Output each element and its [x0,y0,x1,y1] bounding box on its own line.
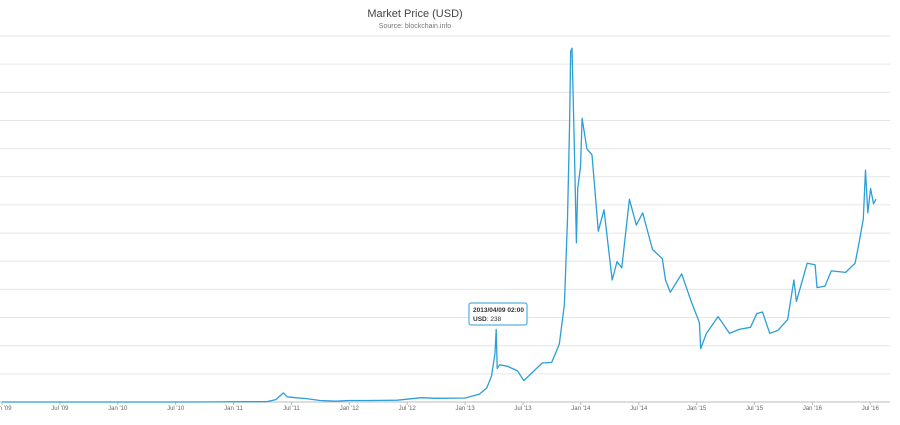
tooltip-series-label: USD [473,316,487,323]
x-tick-label: Jul '09 [51,406,69,412]
tooltip-box [468,302,528,326]
series-line-usd[interactable] [2,47,877,403]
tooltip-value-number: 238 [490,316,501,323]
tooltip-date: 2013/04/09 02:00 [473,307,524,314]
x-tick-label: Jul '12 [399,406,417,412]
x-tick-label: Jan '15 [687,406,707,412]
x-tick-label: Jul '13 [514,406,532,412]
x-tick-label: Jul '10 [167,406,185,412]
x-tick-label: Jul '14 [630,406,648,412]
x-tick-label: Jul '16 [862,406,880,412]
chart-subtitle: Source: blockchain.info [378,23,452,30]
tooltip: 2013/04/09 02:00 USD: 238 [468,302,528,326]
x-tick-label: Jan '10 [108,406,128,412]
x-tick-label: Jul '11 [283,406,300,412]
x-tick-label: Jul '15 [746,406,764,412]
x-tick-label: Jan '14 [571,406,591,412]
x-tick-label: Jan '12 [340,406,360,412]
x-axis-ticks: Jan '09 Jul '09 Jan '10 Jul '10 Jan '11 Jul '… [0,402,880,412]
x-tick-label: Jan '13 [456,406,476,412]
gridlines [0,35,890,375]
x-tick-label: Jan '09 [0,406,12,412]
chart-title: Market Price (USD) [367,8,463,20]
x-tick-label: Jan '11 [224,406,243,412]
x-tick-label: Jan '16 [803,406,823,412]
tooltip-value: USD: 238 [473,316,502,323]
tooltip-separator: : [487,316,491,323]
